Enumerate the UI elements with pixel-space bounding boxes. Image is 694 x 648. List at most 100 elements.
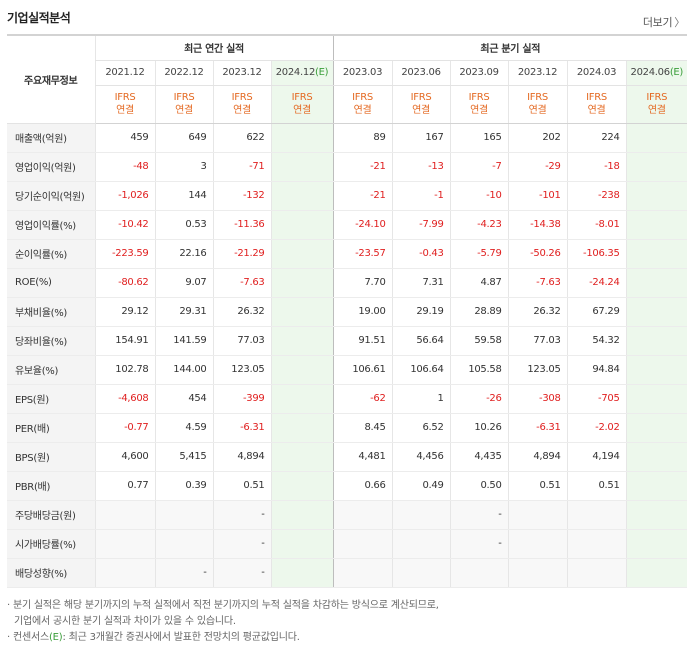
basis-header: IFRS 연결 (212, 85, 271, 124)
table-cell (625, 558, 688, 588)
table-cell (507, 529, 568, 559)
table-cell: 123.05 (212, 355, 271, 385)
period-label: 2023.09 (459, 67, 499, 78)
row-label: 배당성향(%) (7, 558, 95, 588)
table-cell: -6.31 (507, 413, 568, 443)
row-label: PBR(배) (7, 471, 95, 501)
table-cell (507, 499, 568, 530)
footnote-consensus: · 컨센서스(E): 최근 3개월간 증권사에서 발표한 전망치의 평균값입니다… (7, 630, 687, 646)
table-row: 순이익률(%) -223.59 22.16 -21.29 -23.57 -0.43 -5.7… (7, 239, 688, 269)
more-link[interactable]: 더보기 〉 (643, 14, 685, 30)
basis-standard: IFRS (114, 92, 136, 103)
table-cell: 4,894 (212, 442, 271, 472)
table-row: 배당성향(%) - - (7, 558, 688, 588)
table-cell (625, 413, 688, 443)
row-label: 영업이익(억원) (7, 152, 95, 182)
table-cell: 0.50 (449, 471, 509, 501)
table-cell: - (154, 558, 213, 588)
table-cell: -399 (212, 383, 271, 414)
table-cell: 10.26 (449, 413, 509, 443)
period-label: 2023.12 (222, 67, 262, 78)
more-label[interactable]: 더보기 (642, 16, 673, 29)
table-cell: -132 (212, 181, 271, 211)
table-cell: 4,456 (391, 442, 451, 472)
table-cell: 4,435 (449, 442, 509, 472)
table-cell: -705 (566, 383, 627, 414)
basis-scope: 연결 (647, 105, 666, 116)
table-row: PER(배) -0.77 4.59 -6.31 8.45 6.52 10.26 -6.31 -2… (7, 413, 688, 443)
chevron-right-icon: 〉 (674, 16, 685, 29)
footnote-consensus-text: : 최근 3개월간 증권사에서 발표한 전망치의 평균값입니다. (62, 632, 300, 643)
table-cell: -18 (566, 152, 627, 182)
period-header: 2022.12 (154, 60, 213, 86)
row-label: 유보율(%) (7, 355, 95, 385)
table-row: 주당배당금(원) - - (7, 499, 688, 530)
basis-header: IFRS 연결 (566, 85, 627, 124)
table-cell: -238 (566, 181, 627, 211)
period-header: 2023.03 (332, 60, 393, 86)
period-header: 2023.06 (391, 60, 451, 86)
footnote-quarter-diff: 기업에서 공시한 분기 실적과 차이가 있을 수 있습니다. (14, 616, 236, 627)
table-row: 당기순이익(억원) -1,026 144 -132 -21 -1 -10 -101 -238 (7, 181, 688, 211)
row-label: 당기순이익(억원) (7, 181, 95, 211)
table-cell (94, 558, 155, 588)
row-label: 주당배당금(원) (7, 499, 95, 530)
table-cell: 106.64 (391, 355, 451, 385)
table-cell: -6.31 (212, 413, 271, 443)
table-cell (566, 558, 627, 588)
basis-header: IFRS 연결 (507, 85, 568, 124)
table-cell (270, 499, 334, 530)
table-cell: 56.64 (391, 326, 451, 356)
table-row: EPS(원) -4,608 454 -399 -62 1 -26 -308 -705 (7, 383, 688, 414)
header-basis-row: IFRS 연결 IFRS 연결 IFRS 연결 IFRS 연결 IFRS 연결 IFRS 연결 IFRS… (7, 85, 688, 124)
table-cell: 1 (391, 383, 451, 414)
table-cell (625, 326, 688, 356)
table-cell (625, 209, 688, 240)
financial-table: 주요재무정보 최근 연간 실적 최근 분기 실적 2021.12 2022.12 2023… (7, 34, 688, 588)
table-cell: 7.31 (391, 268, 451, 298)
row-label: 매출액(억원) (7, 123, 95, 153)
table-cell: -21 (332, 152, 393, 182)
table-cell: 29.12 (94, 296, 155, 327)
basis-standard: IFRS (291, 92, 313, 103)
table-cell: -10.42 (94, 209, 155, 240)
basis-standard: IFRS (173, 92, 195, 103)
estimate-mark: (E) (669, 67, 684, 78)
table-cell: -4,608 (94, 383, 155, 414)
table-cell (332, 529, 393, 559)
table-cell (625, 268, 688, 298)
row-label: 부채비율(%) (7, 296, 95, 327)
table-cell: 77.03 (507, 326, 568, 356)
row-label: 당좌비율(%) (7, 326, 95, 356)
table-cell: 3 (154, 152, 213, 182)
table-cell: 59.58 (449, 326, 509, 356)
table-cell (270, 355, 334, 385)
period-header: 2023.09 (449, 60, 509, 86)
table-cell: -101 (507, 181, 568, 211)
table-cell: 0.39 (154, 471, 213, 501)
table-cell: 4.87 (449, 268, 509, 298)
basis-scope: 연결 (470, 105, 488, 116)
table-cell: -21 (332, 181, 393, 211)
table-cell: -0.77 (94, 413, 155, 443)
table-cell: 5,415 (154, 442, 213, 472)
table-cell (332, 558, 393, 588)
table-cell (270, 558, 334, 588)
table-cell (625, 499, 688, 530)
basis-header: IFRS 연결 (94, 85, 155, 124)
table-cell: 649 (154, 123, 213, 153)
period-label: 2023.06 (401, 67, 441, 78)
table-cell (94, 499, 155, 530)
table-cell (625, 239, 688, 269)
table-cell (270, 152, 334, 182)
basis-standard: IFRS (646, 92, 668, 103)
table-cell (270, 296, 334, 327)
table-cell: -11.36 (212, 209, 271, 240)
table-row: 당좌비율(%) 154.91 141.59 77.03 91.51 56.64 59.58 7… (7, 326, 688, 356)
table-cell: -23.57 (332, 239, 393, 269)
period-label: 2023.03 (342, 67, 383, 78)
basis-scope: 연결 (353, 105, 372, 116)
table-cell: - (212, 558, 271, 588)
table-cell (270, 239, 334, 269)
basis-scope: 연결 (412, 105, 430, 116)
